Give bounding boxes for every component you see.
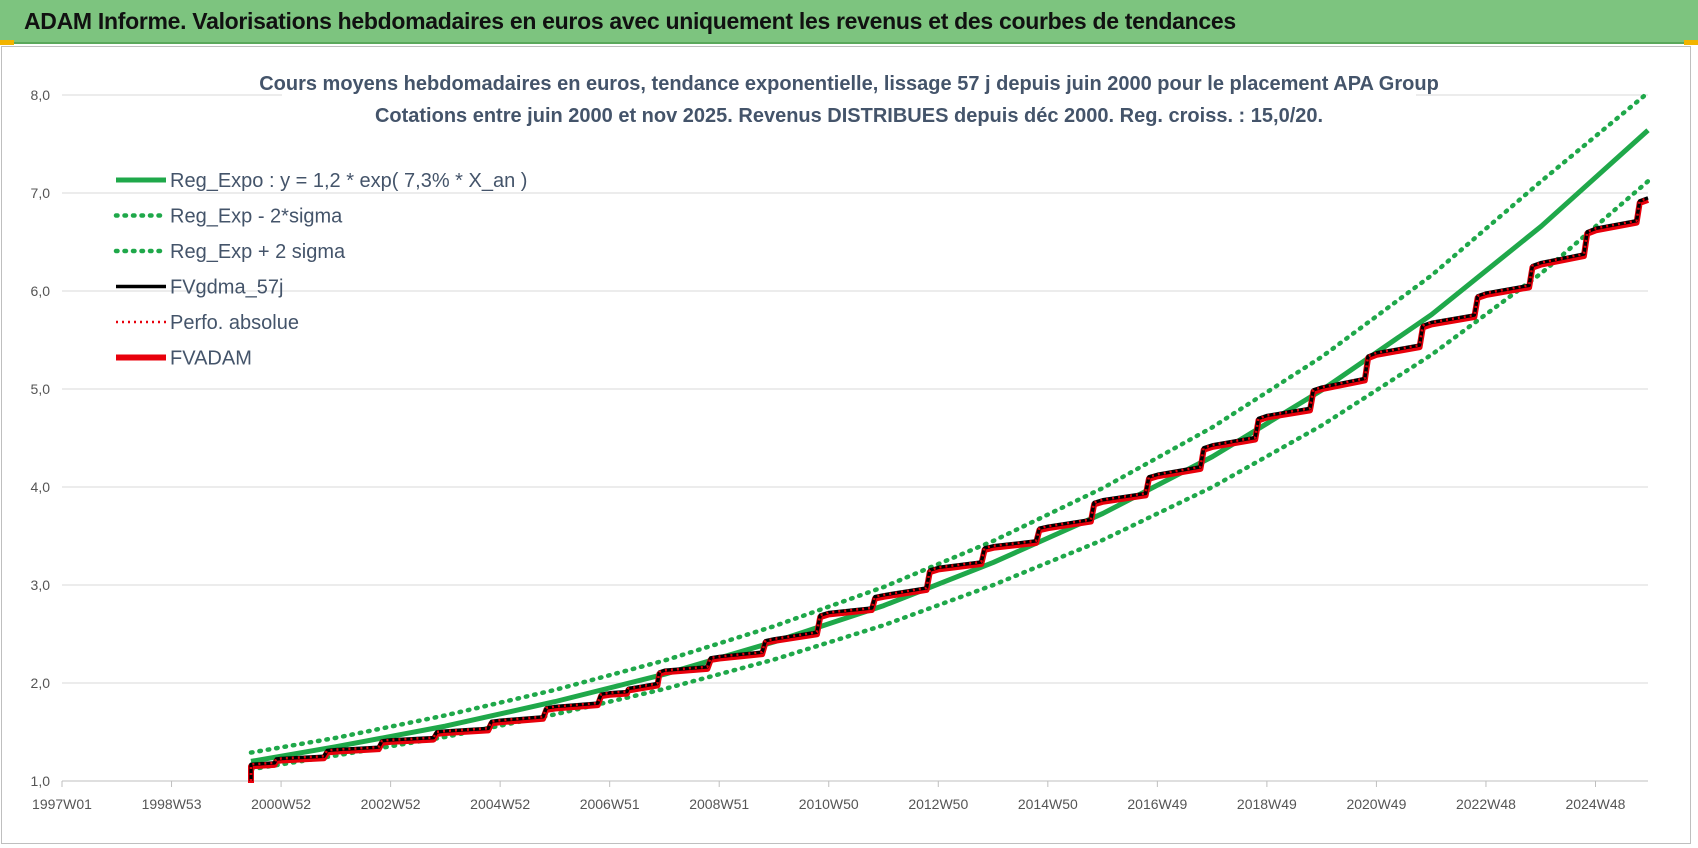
corner-marker-left: [0, 40, 14, 45]
y-axis-ticks: 1,0 2,0 3,0 4,0 5,0 6,0 7,0 8,0: [31, 87, 51, 789]
x-tick-label-12: 2020W49: [1346, 796, 1406, 812]
x-tick-label-0: 1997W01: [32, 796, 92, 812]
x-tick-label-9: 2014W50: [1018, 796, 1078, 812]
x-tick-label-1: 1998W53: [142, 796, 202, 812]
chart-subtitle: Cotations entre juin 2000 et nov 2025. R…: [375, 105, 1323, 127]
x-tick-label-4: 2004W52: [470, 796, 530, 812]
x-tick-label-8: 2012W50: [908, 796, 968, 812]
grid: [61, 94, 1648, 787]
x-tick-label-6: 2008W51: [689, 796, 749, 812]
legend-label-3: FVgdma_57j: [170, 277, 283, 299]
y-tick-label-7: 8,0: [31, 87, 51, 103]
x-tick-label-2: 2000W52: [251, 796, 311, 812]
chart-title: Cours moyens hebdomadaires en euros, ten…: [259, 73, 1439, 95]
y-tick-label-5: 6,0: [31, 283, 51, 299]
y-tick-label-6: 7,0: [31, 185, 51, 201]
legend-label-0: Reg_Expo : y = 1,2 * exp( 7,3% * X_an ): [170, 170, 527, 192]
series-group: [248, 92, 1651, 783]
x-tick-label-14: 2024W48: [1566, 796, 1626, 812]
x-tick-label-3: 2002W52: [361, 796, 421, 812]
series-line-1: [248, 178, 1651, 772]
y-tick-label-4: 5,0: [31, 381, 51, 397]
header-banner: ADAM Informe. Valorisations hebdomadaire…: [0, 0, 1698, 44]
series-line-4: [249, 196, 1649, 781]
x-tick-label-10: 2016W49: [1127, 796, 1187, 812]
legend-label-1: Reg_Exp - 2*sigma: [170, 206, 343, 228]
x-axis-ticks: 1997W01 1998W53 2000W52 2002W52 2004W52 2006W…: [32, 796, 1626, 812]
corner-marker-right: [1684, 40, 1698, 45]
series-line-5: [248, 197, 1650, 783]
x-tick-label-11: 2018W49: [1237, 796, 1297, 812]
series-line-3: [249, 196, 1649, 781]
x-tick-label-7: 2010W50: [799, 796, 859, 812]
y-tick-label-0: 1,0: [31, 773, 51, 789]
legend-label-4: Perfo. absolue: [170, 312, 299, 334]
page-title: ADAM Informe. Valorisations hebdomadaire…: [24, 8, 1236, 34]
legend: Reg_Expo : y = 1,2 * exp( 7,3% * X_an ) R…: [113, 170, 527, 370]
y-tick-label-1: 2,0: [31, 675, 51, 691]
legend-label-2: Reg_Exp + 2 sigma: [170, 241, 346, 263]
title-background: [282, 66, 1416, 136]
chart-frame: [1, 46, 1691, 844]
series-line-0: [250, 128, 1650, 764]
x-tick-label-5: 2006W51: [580, 796, 640, 812]
legend-label-5: FVADAM: [170, 348, 252, 370]
y-tick-label-2: 3,0: [31, 577, 51, 593]
y-tick-label-3: 4,0: [31, 479, 51, 495]
series-line-2: [248, 92, 1648, 755]
x-tick-label-13: 2022W48: [1456, 796, 1516, 812]
